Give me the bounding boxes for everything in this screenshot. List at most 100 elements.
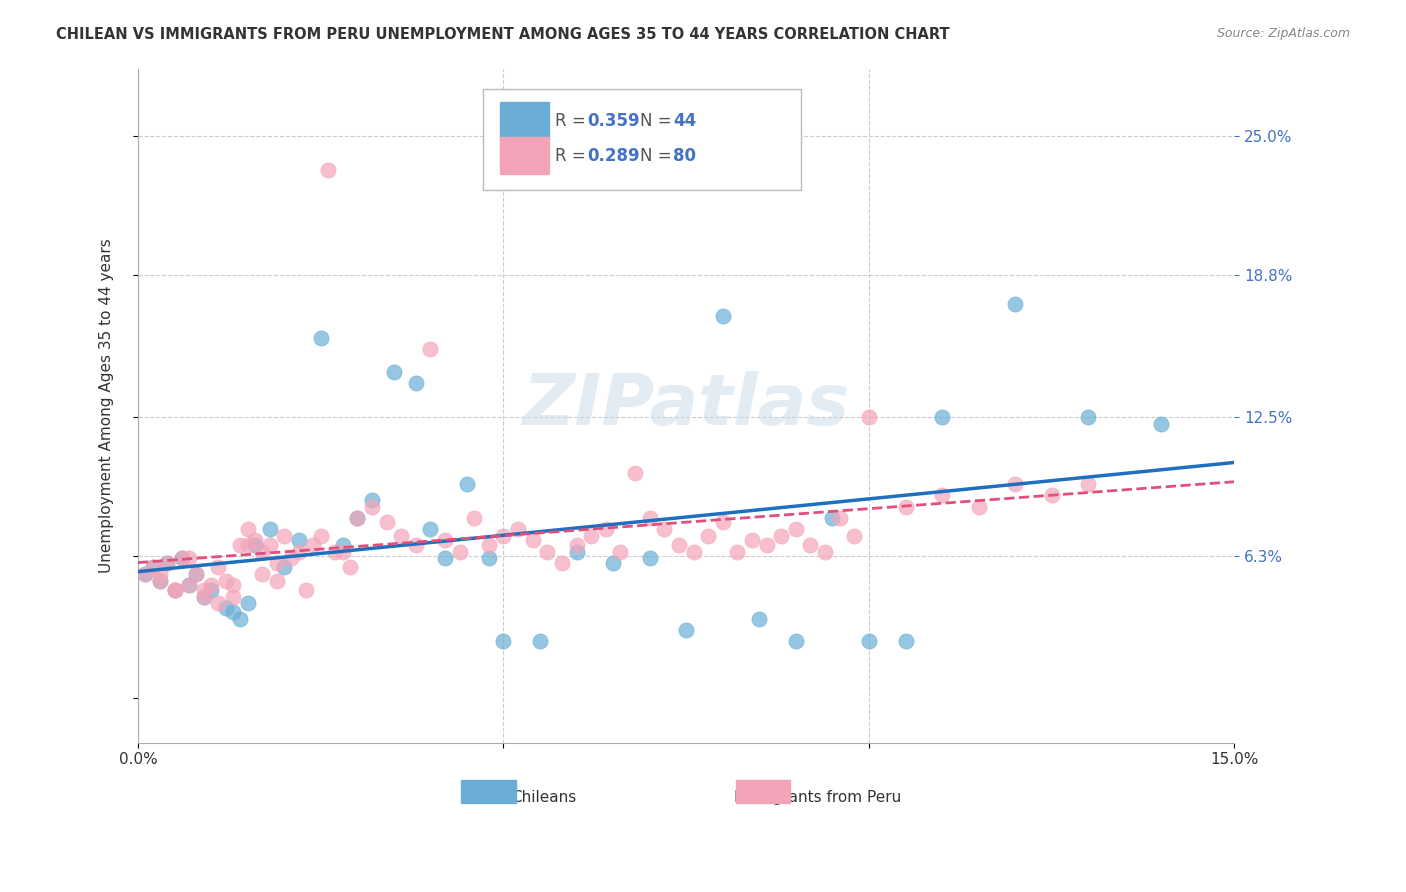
Point: [382, 365, 405, 379]
Point: [332, 544, 354, 558]
Point: [361, 500, 384, 514]
Point: [266, 574, 288, 588]
Text: 0.289: 0.289: [588, 147, 640, 165]
Point: [163, 582, 186, 597]
Point: [844, 529, 866, 543]
Text: R =: R =: [554, 112, 591, 130]
Point: [894, 634, 917, 648]
Point: [200, 578, 222, 592]
Point: [236, 522, 259, 536]
Point: [1150, 417, 1173, 431]
Point: [821, 511, 844, 525]
Point: [273, 529, 295, 543]
Point: [193, 590, 215, 604]
Point: [149, 574, 172, 588]
FancyBboxPatch shape: [735, 780, 790, 803]
Point: [638, 551, 661, 566]
Point: [389, 529, 412, 543]
Point: [280, 551, 302, 566]
Point: [193, 582, 215, 597]
Point: [456, 477, 478, 491]
Point: [725, 544, 748, 558]
Point: [668, 538, 690, 552]
Point: [506, 522, 529, 536]
Point: [222, 578, 245, 592]
Point: [229, 538, 252, 552]
Point: [375, 516, 398, 530]
Point: [1040, 488, 1063, 502]
Point: [894, 500, 917, 514]
Point: [536, 544, 558, 558]
Point: [755, 538, 778, 552]
Point: [134, 567, 156, 582]
Point: [858, 409, 880, 424]
FancyBboxPatch shape: [499, 137, 550, 174]
Point: [207, 560, 229, 574]
Point: [1004, 477, 1026, 491]
Point: [215, 574, 238, 588]
Point: [243, 538, 266, 552]
Point: [252, 544, 274, 558]
Text: Immigrants from Peru: Immigrants from Peru: [734, 789, 901, 805]
Text: 0.359: 0.359: [588, 112, 640, 130]
Text: Source: ZipAtlas.com: Source: ZipAtlas.com: [1216, 27, 1350, 40]
Point: [346, 511, 368, 525]
Point: [638, 511, 661, 525]
Point: [602, 556, 624, 570]
Point: [229, 612, 252, 626]
Point: [478, 538, 501, 552]
Point: [579, 529, 602, 543]
Text: ZIPatlas: ZIPatlas: [523, 371, 849, 440]
Text: Chileans: Chileans: [510, 789, 576, 805]
Point: [243, 533, 266, 548]
Point: [142, 560, 165, 574]
Point: [163, 582, 186, 597]
FancyBboxPatch shape: [499, 103, 550, 139]
Point: [1077, 477, 1099, 491]
Point: [252, 567, 274, 582]
Point: [316, 162, 339, 177]
Point: [405, 538, 427, 552]
Point: [770, 529, 793, 543]
Point: [522, 533, 544, 548]
Text: 44: 44: [673, 112, 696, 130]
Point: [624, 466, 647, 480]
Point: [295, 582, 318, 597]
Point: [814, 544, 837, 558]
Point: [931, 488, 953, 502]
Point: [163, 582, 186, 597]
Point: [565, 544, 588, 558]
Point: [433, 533, 456, 548]
Point: [652, 522, 675, 536]
Point: [492, 634, 515, 648]
Point: [236, 538, 259, 552]
Point: [288, 533, 311, 548]
Point: [288, 544, 311, 558]
Point: [179, 578, 201, 592]
Point: [170, 551, 193, 566]
Point: [419, 522, 441, 536]
Point: [179, 578, 201, 592]
Point: [1077, 409, 1099, 424]
Point: [931, 409, 953, 424]
Point: [405, 376, 427, 390]
Point: [449, 544, 471, 558]
Point: [551, 556, 574, 570]
Point: [785, 522, 807, 536]
Point: [273, 560, 295, 574]
Point: [799, 538, 821, 552]
Point: [156, 556, 179, 570]
Point: [741, 533, 763, 548]
Point: [711, 309, 734, 323]
FancyBboxPatch shape: [484, 88, 801, 190]
Point: [675, 624, 697, 638]
Point: [419, 343, 441, 357]
Point: [142, 560, 165, 574]
Point: [697, 529, 720, 543]
Point: [785, 634, 807, 648]
Point: [529, 634, 551, 648]
Point: [170, 551, 193, 566]
Point: [156, 556, 179, 570]
Point: [222, 590, 245, 604]
Point: [361, 492, 384, 507]
